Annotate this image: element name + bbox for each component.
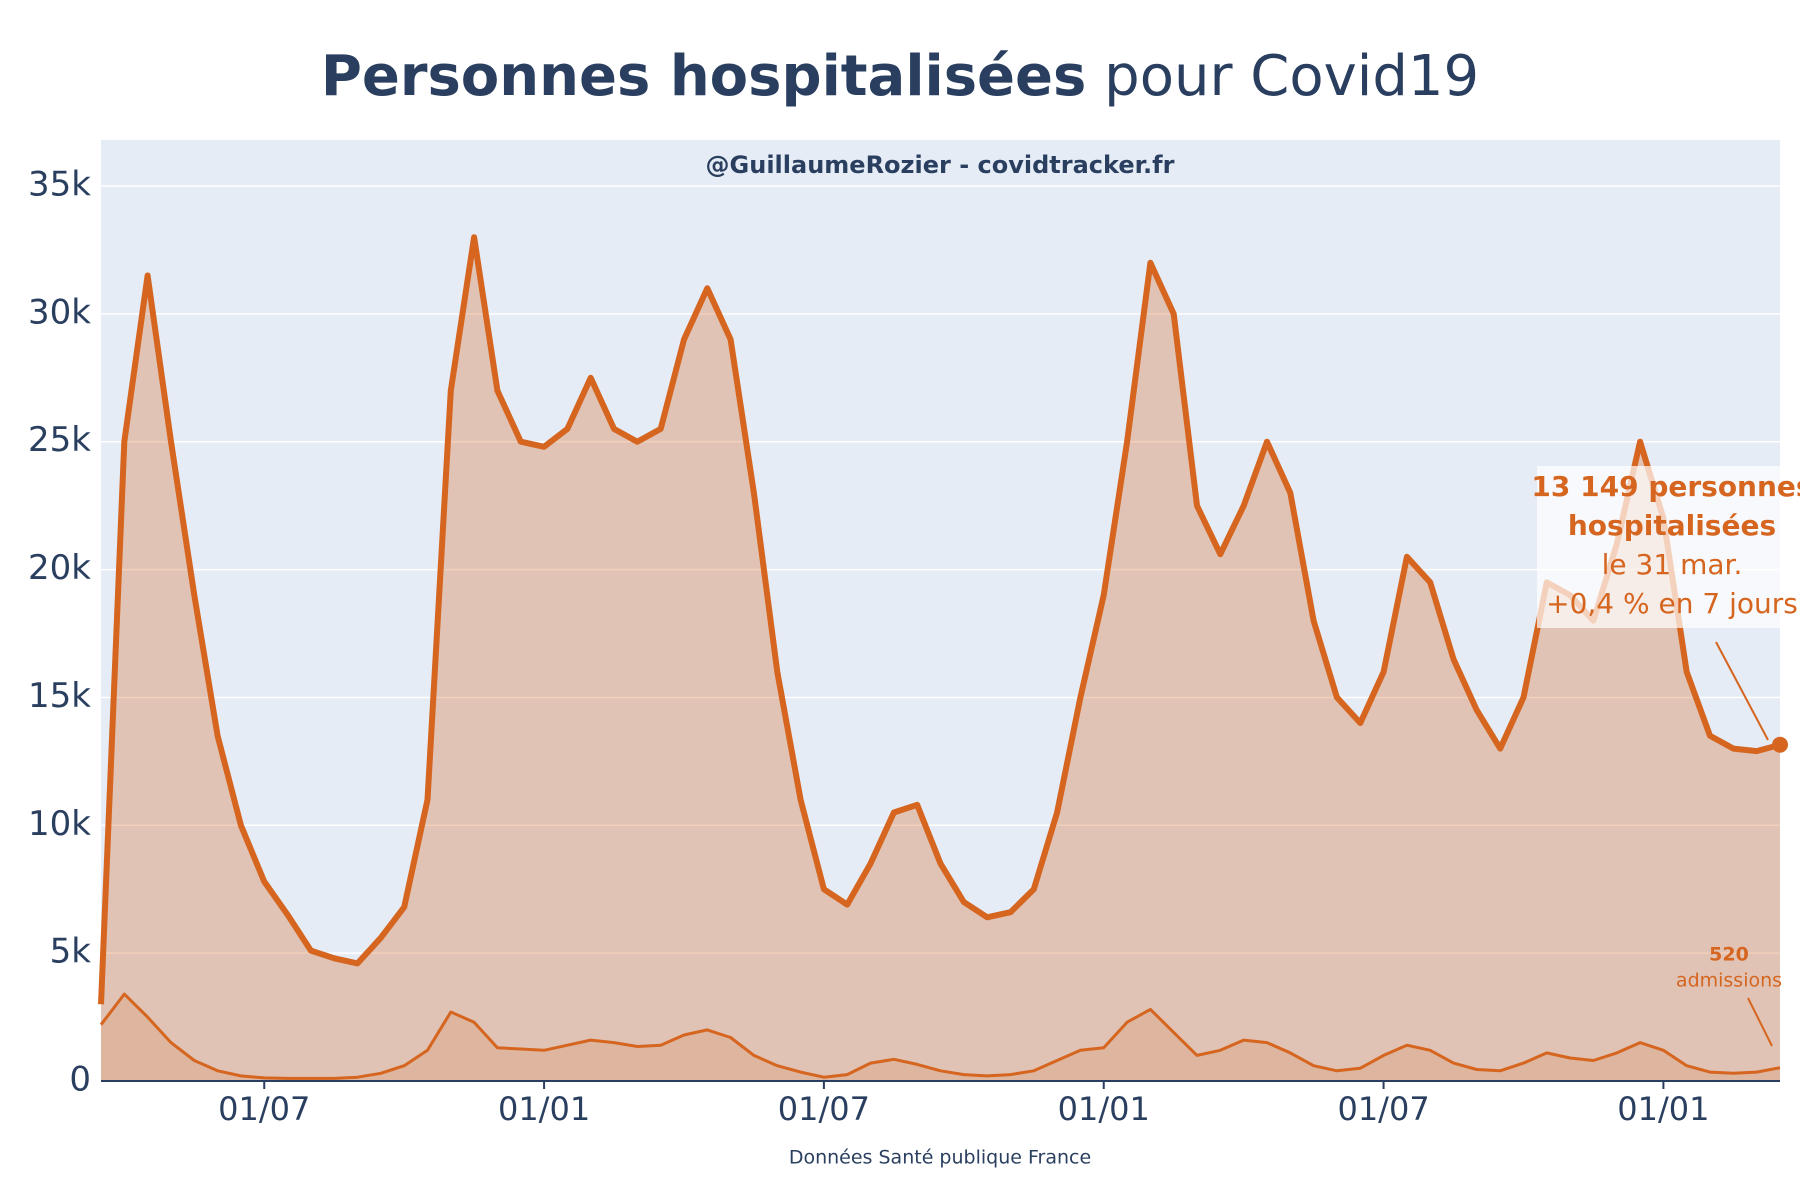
annotation-text: hospitalisées xyxy=(1568,509,1776,542)
y-tick-label: 20k xyxy=(28,548,91,588)
y-tick-label: 10k xyxy=(28,804,91,844)
x-tick-label: 01/01 xyxy=(498,1090,590,1128)
title-bold: Personnes hospitalisées xyxy=(321,44,1087,109)
area xyxy=(101,237,1780,1081)
x-tick-label: 01/07 xyxy=(1337,1090,1429,1128)
annotation-text: 13 149 personnes xyxy=(1531,470,1800,503)
area xyxy=(101,994,1780,1081)
y-tick-label: 0 xyxy=(69,1060,91,1100)
annotation-text: +0,4 % en 7 jours xyxy=(1546,587,1798,620)
title-regular: pour Covid19 xyxy=(1104,44,1479,109)
y-tick-label: 30k xyxy=(28,292,91,332)
y-tick-label: 5k xyxy=(50,932,92,972)
line xyxy=(99,992,1781,1080)
source: Données Santé publique France xyxy=(789,1147,1091,1169)
plot-background xyxy=(101,140,1780,1081)
y-tick-label: 25k xyxy=(28,420,91,460)
chart-title: Personnes hospitalisées pour Covid19 xyxy=(321,44,1479,109)
x-tick-label: 01/07 xyxy=(218,1090,310,1128)
x-tick-label: 01/01 xyxy=(1617,1090,1709,1128)
annotation-text: 520 xyxy=(1709,944,1749,966)
y-tick-label: 15k xyxy=(28,676,91,716)
subtitle: @GuillaumeRozier - covidtracker.fr xyxy=(706,151,1175,179)
line xyxy=(98,234,1781,1005)
annotation-box xyxy=(1537,466,1800,628)
annotation-arrow xyxy=(1715,641,1769,741)
annotation-text: le 31 mar. xyxy=(1602,548,1743,581)
last-point xyxy=(1772,736,1788,753)
x-tick-label: 01/01 xyxy=(1058,1090,1150,1128)
x-tick-label: 01/07 xyxy=(778,1090,870,1128)
annotation-arrow xyxy=(1747,997,1773,1047)
annotation-text: admissions xyxy=(1676,970,1782,992)
y-tick-label: 35k xyxy=(28,165,91,205)
